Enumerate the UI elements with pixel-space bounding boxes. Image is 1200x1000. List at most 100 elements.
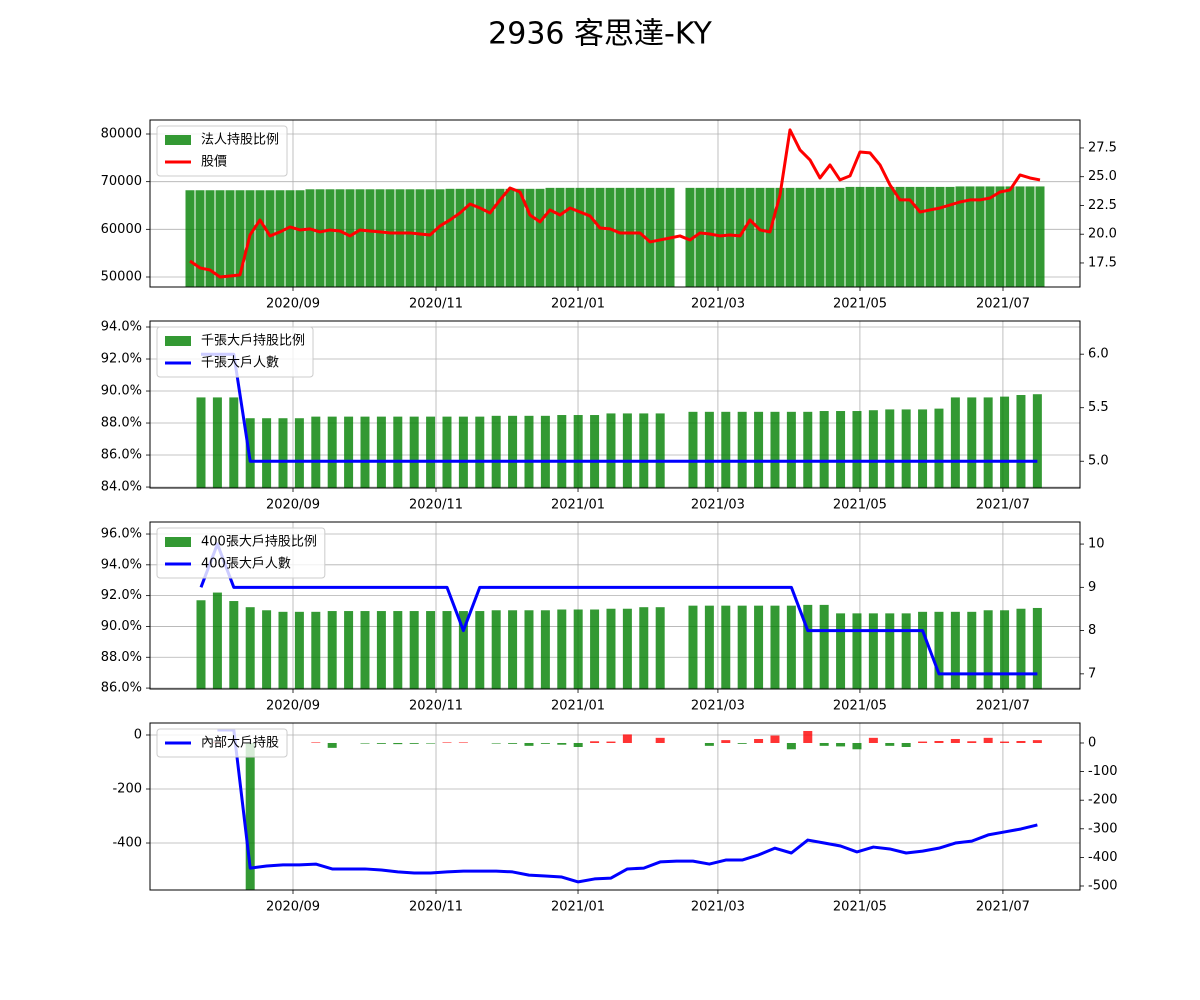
bar	[327, 611, 337, 689]
bar	[950, 611, 960, 689]
bar	[395, 189, 405, 287]
bar	[344, 611, 354, 689]
bar	[688, 605, 698, 689]
bar	[573, 609, 583, 689]
bar	[294, 418, 304, 488]
bar	[360, 611, 370, 689]
legend-label: 400張大戶人數	[201, 557, 291, 572]
x-tick-label: 2021/03	[691, 900, 745, 915]
x-tick-label: 2021/01	[551, 498, 605, 513]
y-tick-label: 60000	[101, 222, 142, 237]
bar	[1005, 186, 1015, 287]
legend: 400張大戶持股比例 400張大戶人數	[156, 527, 326, 579]
bar	[445, 188, 455, 287]
bar	[855, 186, 865, 287]
legend-box	[156, 728, 288, 758]
bar	[575, 187, 585, 287]
bar	[245, 607, 255, 689]
bar	[426, 611, 436, 689]
bar	[737, 605, 747, 689]
y-tick-label: 94.0%	[101, 557, 142, 572]
bar	[721, 411, 731, 488]
bar	[967, 611, 977, 689]
bar	[803, 411, 813, 488]
bar	[195, 190, 205, 287]
bar	[635, 187, 645, 287]
bar	[983, 737, 993, 743]
bar	[754, 605, 764, 689]
bar	[585, 187, 595, 287]
y2-tick-label: 10	[1088, 537, 1105, 552]
bar	[1000, 610, 1010, 689]
bar	[590, 741, 600, 743]
bar	[770, 605, 780, 689]
y2-tick-label: -200	[1088, 793, 1118, 808]
panel: 2020/09 2020/11 2021/01 2021/03 2021/05 2021/…	[101, 320, 1109, 513]
bar	[196, 397, 206, 488]
y2-tick-label: -500	[1088, 878, 1118, 893]
x-tick-label: 2020/11	[409, 297, 463, 312]
bar	[265, 190, 275, 287]
bar	[1016, 740, 1026, 743]
bar	[721, 605, 731, 689]
x-tick-label: 2021/03	[691, 498, 745, 513]
bar	[475, 416, 485, 488]
bar	[557, 609, 567, 689]
bar	[325, 189, 335, 287]
bar	[360, 416, 370, 488]
bar	[622, 608, 632, 689]
bar	[836, 411, 846, 488]
bar	[196, 600, 206, 689]
bar	[262, 610, 272, 689]
plot-area	[212, 728, 1042, 890]
bar	[606, 608, 616, 689]
bar	[376, 416, 386, 488]
y2-tick-label: 9	[1088, 580, 1096, 595]
bar	[485, 188, 495, 287]
bar	[967, 741, 977, 743]
legend-label: 千張大戶持股比例	[201, 334, 305, 349]
line	[189, 128, 1041, 279]
bar	[524, 415, 534, 488]
bar	[435, 189, 445, 287]
bar	[235, 190, 245, 287]
bar	[655, 413, 665, 488]
bar	[985, 186, 995, 287]
bar	[590, 415, 600, 488]
bar	[229, 601, 239, 689]
bar	[557, 415, 567, 488]
bar	[393, 611, 403, 689]
bar	[901, 742, 911, 747]
bar	[735, 187, 745, 287]
x-tick-label: 2020/11	[409, 900, 463, 915]
legend-swatch	[165, 537, 191, 547]
bar	[705, 187, 715, 287]
bar	[393, 416, 403, 488]
y-tick-label: 80000	[101, 126, 142, 141]
y2-tick-label: 8	[1088, 623, 1096, 638]
plot-area	[185, 128, 1045, 287]
bar	[885, 613, 895, 689]
bar	[385, 189, 395, 287]
bar	[645, 187, 655, 287]
bar	[278, 418, 288, 488]
bar	[725, 187, 735, 287]
bar	[475, 188, 485, 287]
bar	[458, 611, 468, 689]
bar	[426, 742, 436, 744]
bar	[803, 604, 813, 689]
bar	[945, 186, 955, 287]
axes-frame	[149, 722, 1081, 891]
x-tick-label: 2021/01	[551, 297, 605, 312]
y2-tick-label: 5.5	[1088, 400, 1109, 415]
bar	[885, 409, 895, 488]
bar	[465, 188, 475, 287]
y2-tick-label: -300	[1088, 821, 1118, 836]
y2-tick-label: 17.5	[1088, 255, 1117, 270]
bar	[965, 186, 975, 287]
x-tick-label: 2020/09	[266, 297, 320, 312]
x-tick-label: 2020/09	[266, 900, 320, 915]
